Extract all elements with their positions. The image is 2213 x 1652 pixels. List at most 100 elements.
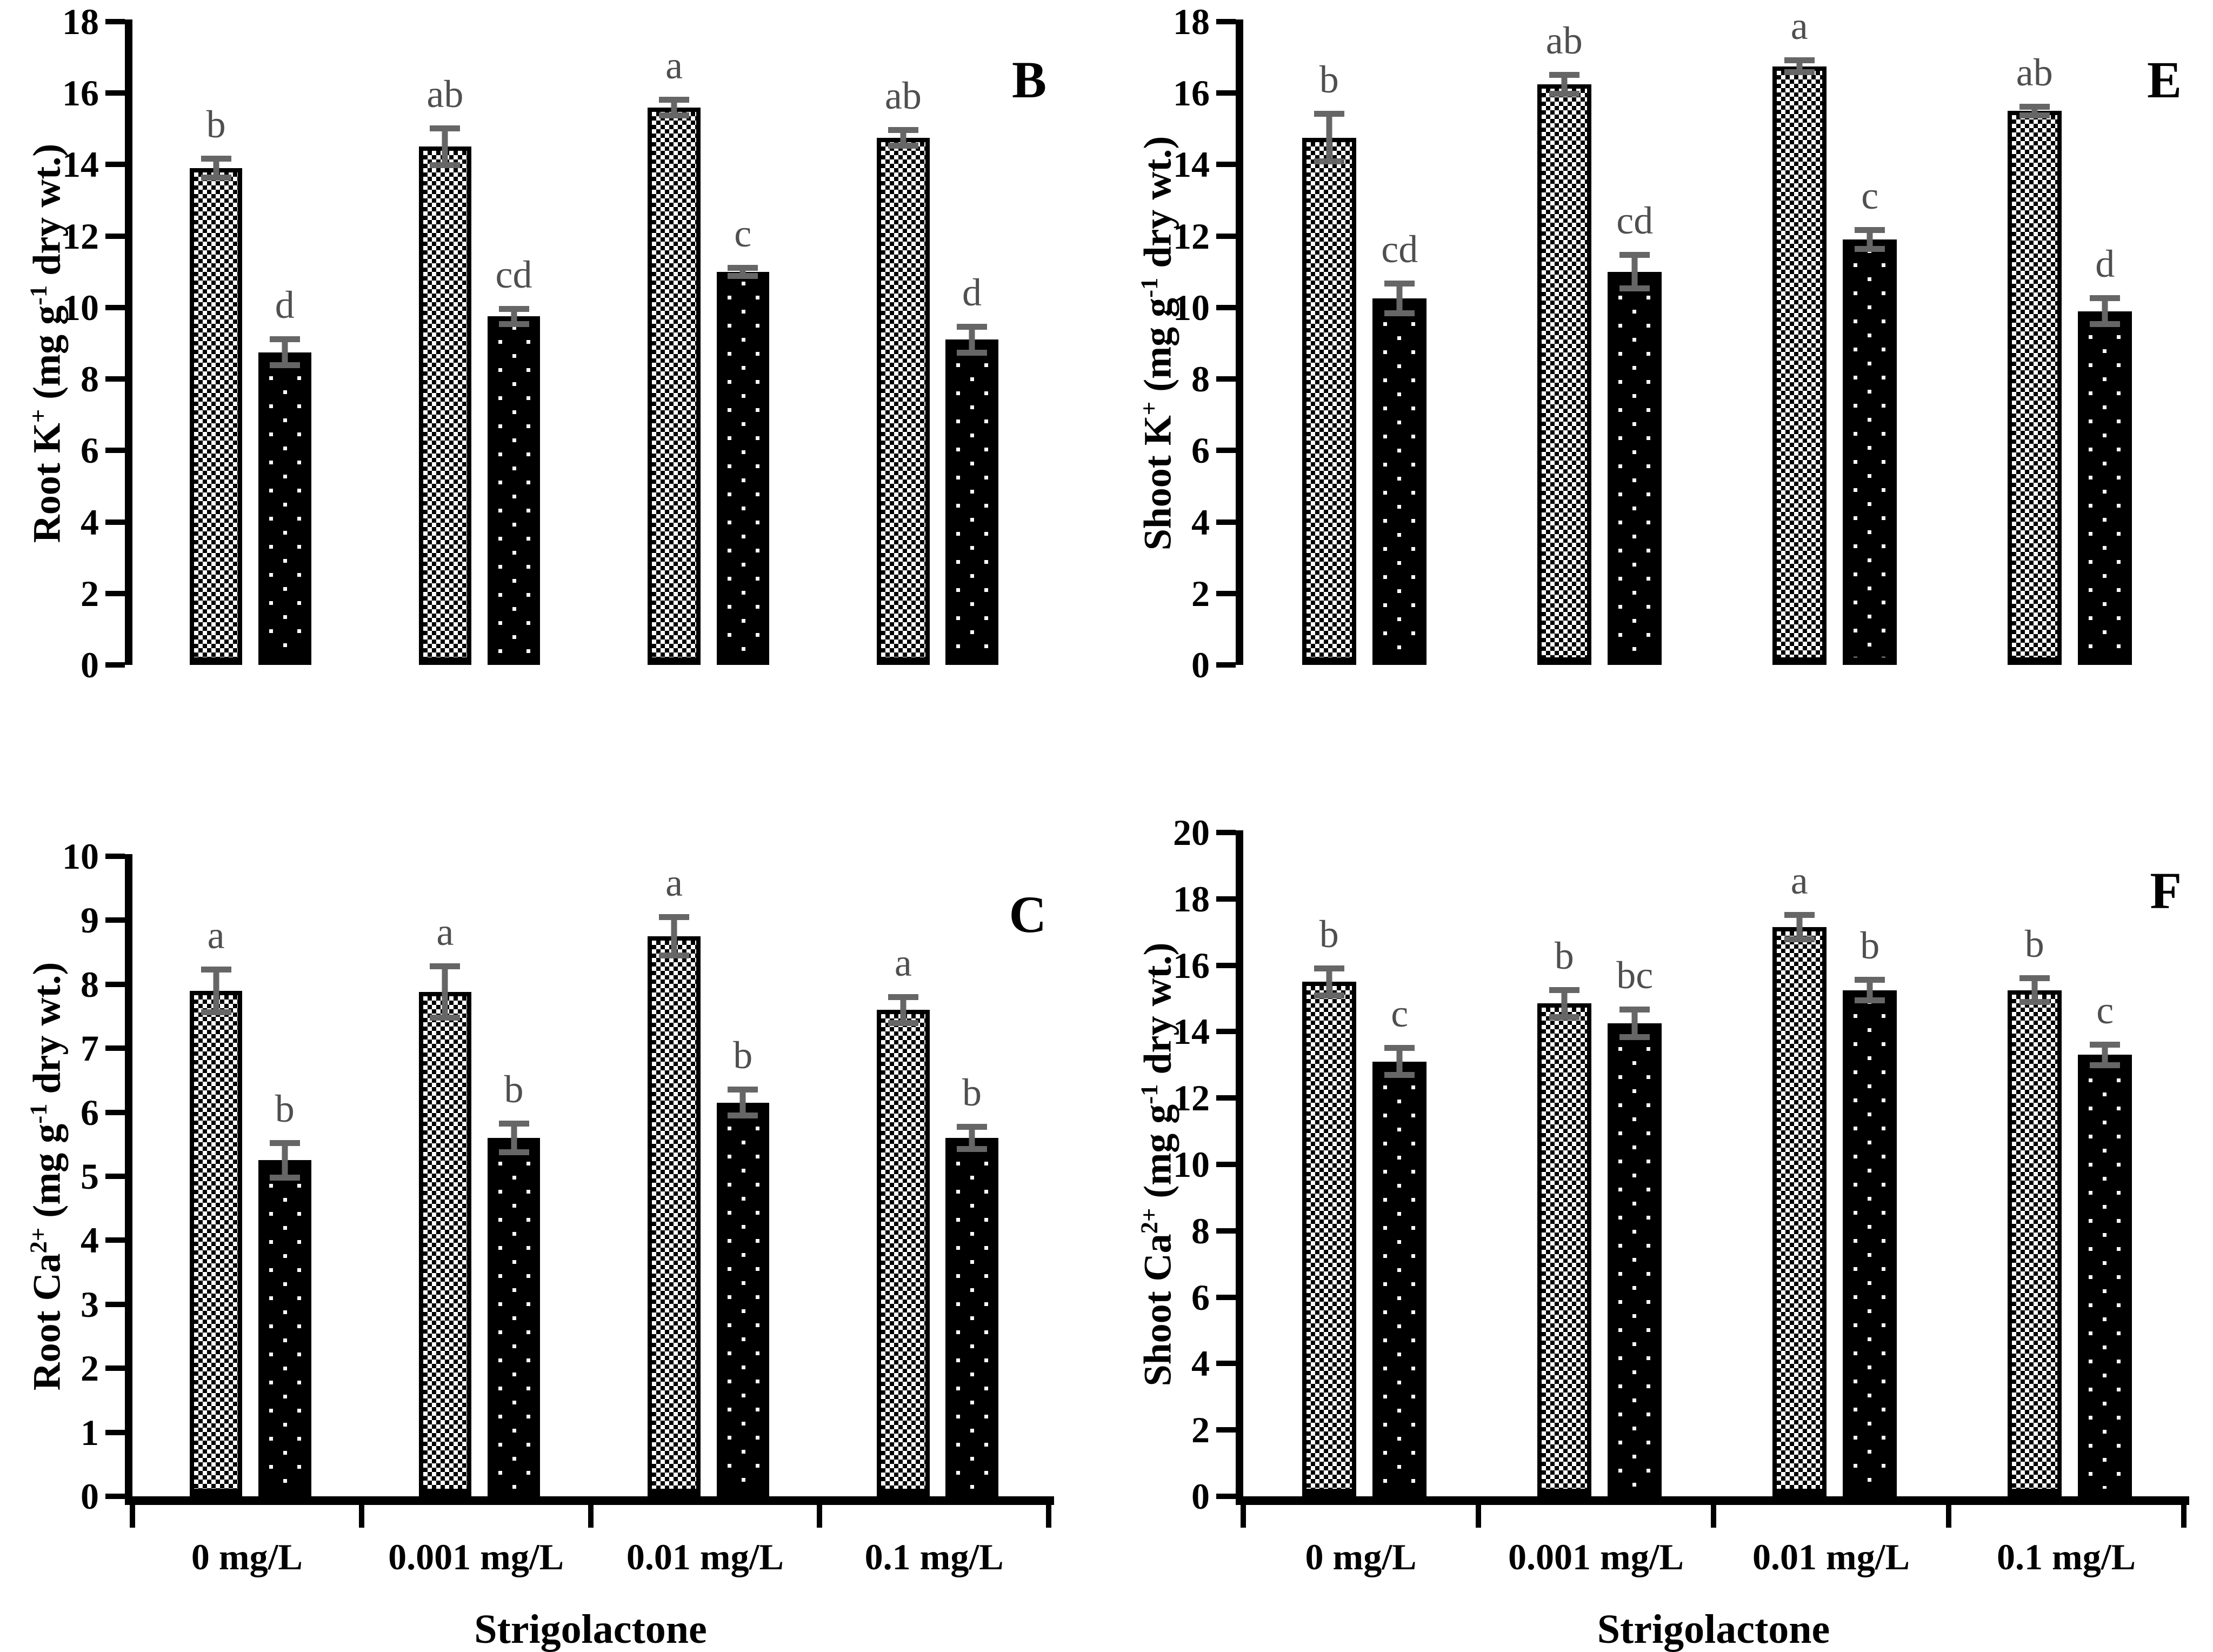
y-tick	[1216, 19, 1236, 24]
error-bar	[1549, 987, 1579, 1020]
x-category-label: 0.1 mg/L	[864, 1536, 1004, 1577]
significance-letter: bc	[1616, 954, 1654, 997]
significance-letter: b	[275, 1087, 295, 1130]
error-bar-line	[671, 914, 677, 959]
error-bar-bottom-cap	[201, 1009, 231, 1015]
y-tick-label: 2	[1191, 572, 1210, 614]
error-bar	[659, 914, 690, 959]
y-tick-label: 0	[1191, 1476, 1210, 1517]
error-bar-bottom-cap	[430, 1015, 461, 1021]
error-bar-line	[442, 963, 448, 1021]
significance-letter: a	[665, 861, 683, 904]
y-tick	[105, 917, 125, 923]
x-tick	[817, 1505, 823, 1528]
x-tick	[358, 1505, 364, 1528]
y-tick	[1216, 519, 1236, 525]
y-tick	[1216, 1427, 1236, 1433]
error-bar-bottom-cap	[2019, 999, 2050, 1005]
y-tick	[105, 19, 125, 24]
error-bar-bottom-cap	[659, 952, 690, 959]
significance-letter: a	[1790, 859, 1808, 903]
error-bar-line	[1867, 977, 1873, 1004]
error-bar	[269, 1140, 300, 1181]
y-tick	[1216, 162, 1236, 168]
y-tick-label: 16	[1173, 72, 1210, 114]
error-bar	[201, 966, 231, 1015]
error-bar-bottom-cap	[957, 1146, 988, 1153]
bar-checkerboard	[1772, 66, 1827, 665]
error-bar-bottom-cap	[269, 362, 300, 369]
y-tick-label: 0	[81, 1476, 99, 1517]
error-bar-line	[282, 1140, 288, 1181]
bar-dotted	[716, 271, 770, 665]
y-tick-label: 6	[1191, 1276, 1210, 1318]
error-bar-bottom-cap	[430, 162, 461, 169]
y-tick	[105, 448, 125, 454]
y-tick-label: 3	[81, 1283, 99, 1325]
y-tick	[1216, 448, 1236, 454]
y-tick	[105, 662, 125, 668]
y-tick-label: 14	[1173, 144, 1210, 185]
bar-dotted	[2078, 311, 2132, 665]
x-axis-title: Strigolactone	[1597, 1607, 1830, 1652]
panel-letter: F	[2150, 862, 2182, 920]
y-tick	[105, 162, 125, 168]
error-bar-line	[1326, 965, 1332, 998]
x-tick	[2181, 1505, 2187, 1528]
y-tick-label: 0	[1191, 644, 1210, 685]
y-tick	[105, 304, 125, 310]
y-tick-label: 2	[81, 572, 99, 614]
error-bar-line	[1631, 252, 1638, 292]
y-axis-title: Shoot Ca2+ (mg g-1 dry wt.)	[1135, 942, 1179, 1387]
error-bar-bottom-cap	[728, 273, 758, 279]
error-bar	[659, 96, 690, 118]
bar-dotted	[487, 316, 541, 665]
significance-letter: b	[962, 1070, 982, 1114]
y-tick	[1216, 304, 1236, 310]
error-bar-line	[1796, 57, 1803, 76]
error-bar-line	[1867, 227, 1873, 252]
error-bar-bottom-cap	[2090, 321, 2121, 328]
error-bar	[1784, 57, 1815, 76]
y-tick-label: 7	[81, 1028, 99, 1069]
y-tick	[105, 1429, 125, 1435]
error-bar-line	[511, 305, 517, 328]
significance-letter: ab	[426, 72, 464, 116]
significance-letter: a	[436, 910, 454, 954]
error-bar-bottom-cap	[1314, 992, 1344, 998]
bar-checkerboard	[189, 990, 243, 1496]
error-bar-bottom-cap	[1855, 997, 1885, 1004]
significance-letter: a	[1790, 4, 1808, 48]
significance-letter: ab	[884, 74, 922, 118]
significance-letter: d	[275, 283, 295, 327]
bar-checkerboard	[1302, 137, 1356, 665]
bar-checkerboard	[648, 936, 701, 1496]
y-tick-label: 8	[81, 963, 99, 1005]
bar-dotted	[716, 1102, 770, 1496]
x-category-label: 0.001 mg/L	[388, 1536, 564, 1577]
bar-checkerboard	[189, 168, 243, 665]
panel-root-k-plot: 0 2 4 6 8 10 12 14 16 18 Root K+ (mg g-1 dry wt.) B…	[25, 3, 1049, 683]
error-bar	[1855, 977, 1885, 1004]
x-tick	[1046, 1505, 1051, 1528]
error-bar-bottom-cap	[498, 321, 529, 328]
panel-shoot-ca-plot: 0 2 4 6 8 10 12 14 16 18 20 Shoot Ca2+ (mg g-1 dry …	[1136, 814, 2189, 1650]
error-bar-bottom-cap	[1549, 90, 1579, 97]
bar-checkerboard	[877, 1010, 930, 1496]
bar-checkerboard	[2007, 990, 2062, 1496]
significance-letter: cd	[1616, 199, 1654, 243]
bar-dotted	[487, 1137, 541, 1496]
error-bar-bottom-cap	[1855, 246, 1885, 252]
bar-dotted	[1843, 990, 1897, 1496]
x-axis-title: Strigolactone	[474, 1607, 707, 1652]
y-tick	[1216, 830, 1236, 835]
y-tick	[105, 233, 125, 239]
y-tick-label: 6	[81, 430, 99, 471]
y-tick-label: 4	[1191, 501, 1210, 543]
significance-letter: ab	[2016, 51, 2053, 95]
y-tick-label: 20	[1173, 812, 1210, 853]
error-bar	[888, 994, 918, 1026]
error-bar-bottom-cap	[1784, 69, 1815, 76]
y-tick	[105, 376, 125, 382]
